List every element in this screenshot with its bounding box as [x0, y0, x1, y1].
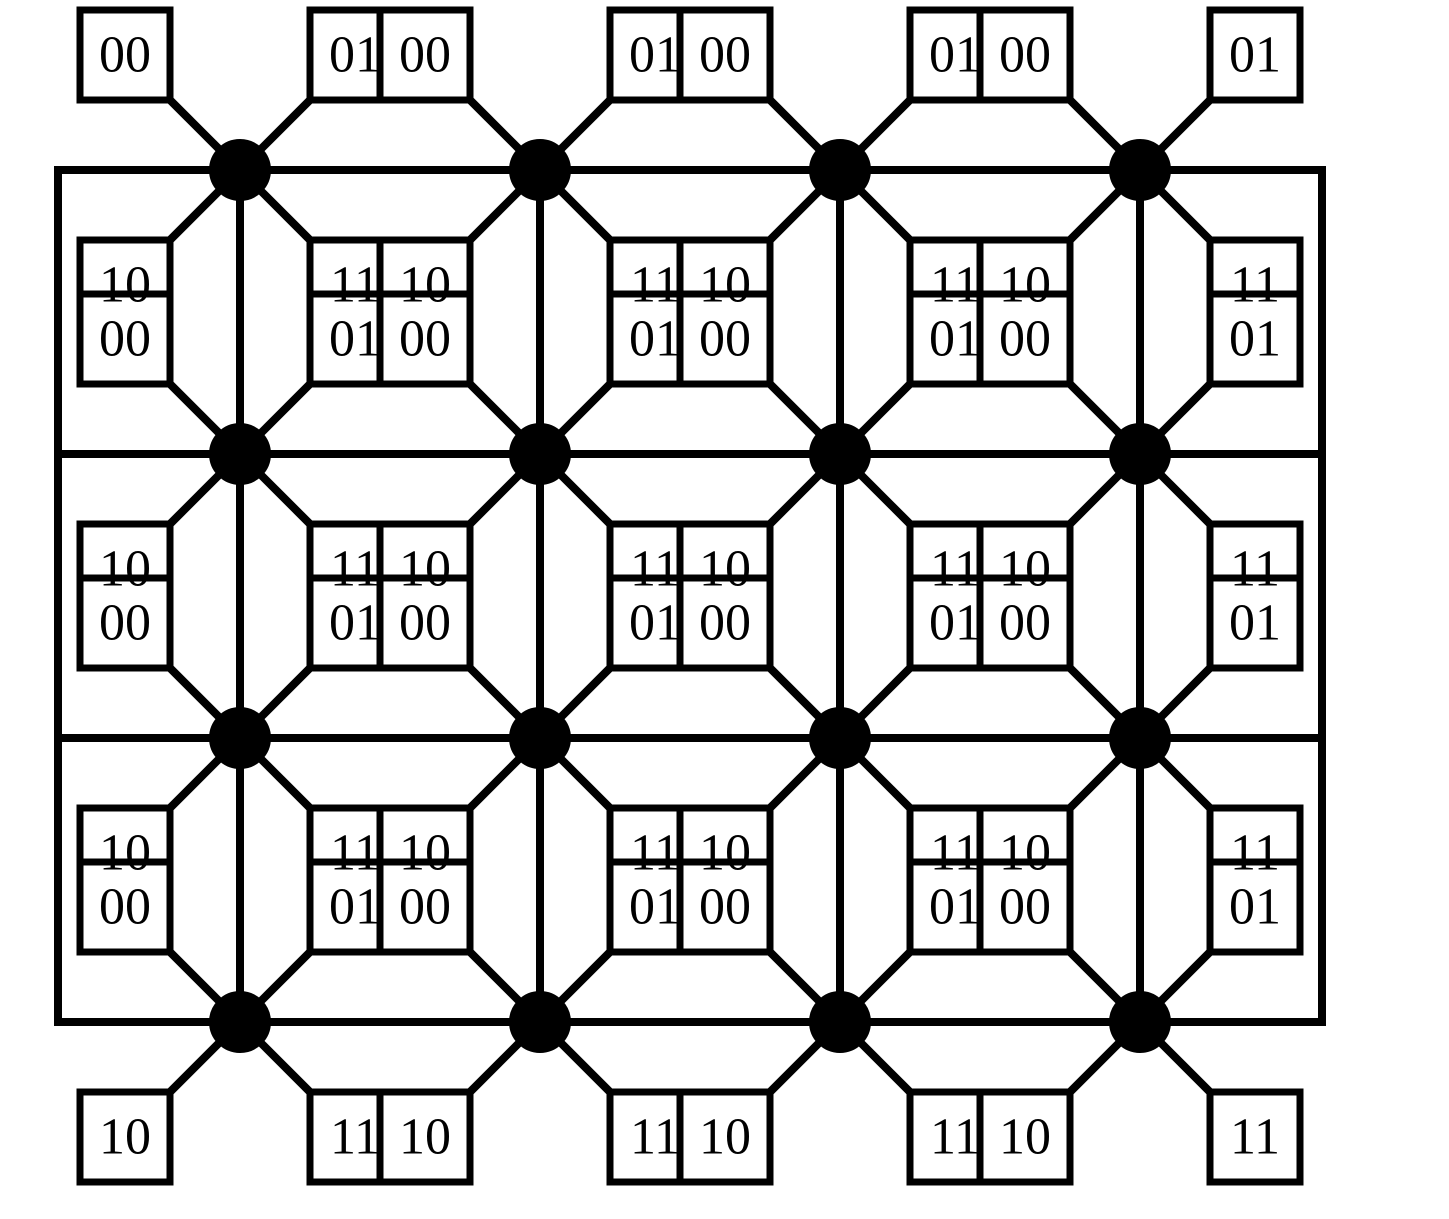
leaf-label: 00 — [699, 879, 751, 936]
leaf-label: 00 — [699, 27, 751, 84]
leaf-label: 01 — [329, 311, 381, 368]
router-node — [810, 140, 870, 200]
router-node — [810, 708, 870, 768]
leaf-label: 11 — [330, 541, 380, 598]
leaf-label: 01 — [929, 311, 981, 368]
leaf-label: 01 — [929, 879, 981, 936]
leaf-label: 00 — [399, 879, 451, 936]
leaf-label: 01 — [629, 311, 681, 368]
router-node — [210, 992, 270, 1052]
router-node — [510, 424, 570, 484]
leaf-label: 10 — [399, 541, 451, 598]
leaf-label: 11 — [930, 257, 980, 314]
leaf-label: 10 — [399, 825, 451, 882]
leaf-label: 11 — [630, 257, 680, 314]
leaf-label: 10 — [399, 1109, 451, 1166]
leaf-label: 01 — [629, 595, 681, 652]
leaf-label: 00 — [399, 311, 451, 368]
leaf-label: 00 — [999, 311, 1051, 368]
leaf-label: 10 — [699, 257, 751, 314]
router-node — [510, 708, 570, 768]
router-node — [510, 140, 570, 200]
router-node — [1110, 424, 1170, 484]
leaf-label: 10 — [99, 257, 151, 314]
leaf-label: 10 — [99, 1109, 151, 1166]
router-node — [810, 992, 870, 1052]
leaf-label: 01 — [929, 595, 981, 652]
leaf-label: 00 — [999, 879, 1051, 936]
leaf-label: 00 — [399, 595, 451, 652]
leaf-label: 11 — [630, 1109, 680, 1166]
leaf-label: 10 — [99, 541, 151, 598]
leaf-label: 00 — [99, 595, 151, 652]
leaf-label: 00 — [99, 311, 151, 368]
leaf-label: 01 — [1229, 595, 1281, 652]
router-node — [210, 424, 270, 484]
leaf-label: 11 — [330, 1109, 380, 1166]
router-node — [510, 992, 570, 1052]
leaf-label: 11 — [1230, 825, 1280, 882]
router-node — [210, 140, 270, 200]
leaf-label: 00 — [699, 595, 751, 652]
leaf-label: 11 — [630, 541, 680, 598]
leaf-label: 11 — [930, 1109, 980, 1166]
leaf-label: 00 — [99, 879, 151, 936]
leaf-label: 01 — [629, 27, 681, 84]
leaf-label: 00 — [699, 311, 751, 368]
leaf-label: 10 — [699, 1109, 751, 1166]
router-node — [1110, 140, 1170, 200]
leaf-label: 00 — [999, 595, 1051, 652]
leaf-label: 10 — [999, 257, 1051, 314]
leaf-label: 11 — [330, 825, 380, 882]
leaf-label: 10 — [999, 1109, 1051, 1166]
router-node — [810, 424, 870, 484]
leaf-label: 11 — [1230, 257, 1280, 314]
leaf-label: 11 — [1230, 1109, 1280, 1166]
leaf-label: 01 — [1229, 311, 1281, 368]
leaf-label: 00 — [399, 27, 451, 84]
leaf-label: 11 — [930, 541, 980, 598]
leaf-label: 11 — [1230, 541, 1280, 598]
leaf-label: 10 — [999, 825, 1051, 882]
leaf-label: 10 — [699, 825, 751, 882]
leaf-label: 10 — [699, 541, 751, 598]
router-node — [1110, 992, 1170, 1052]
leaf-label: 00 — [99, 27, 151, 84]
leaf-label: 11 — [630, 825, 680, 882]
leaf-label: 01 — [629, 879, 681, 936]
leaf-label: 01 — [1229, 879, 1281, 936]
router-node — [1110, 708, 1170, 768]
leaf-label: 00 — [999, 27, 1051, 84]
leaf-label: 10 — [99, 825, 151, 882]
leaf-label: 01 — [1229, 27, 1281, 84]
leaf-label: 01 — [329, 27, 381, 84]
leaf-label: 10 — [399, 257, 451, 314]
router-node — [210, 708, 270, 768]
leaf-label: 01 — [329, 595, 381, 652]
leaf-label: 01 — [929, 27, 981, 84]
leaf-label: 11 — [330, 257, 380, 314]
leaf-label: 10 — [999, 541, 1051, 598]
leaf-label: 01 — [329, 879, 381, 936]
leaf-label: 11 — [930, 825, 980, 882]
